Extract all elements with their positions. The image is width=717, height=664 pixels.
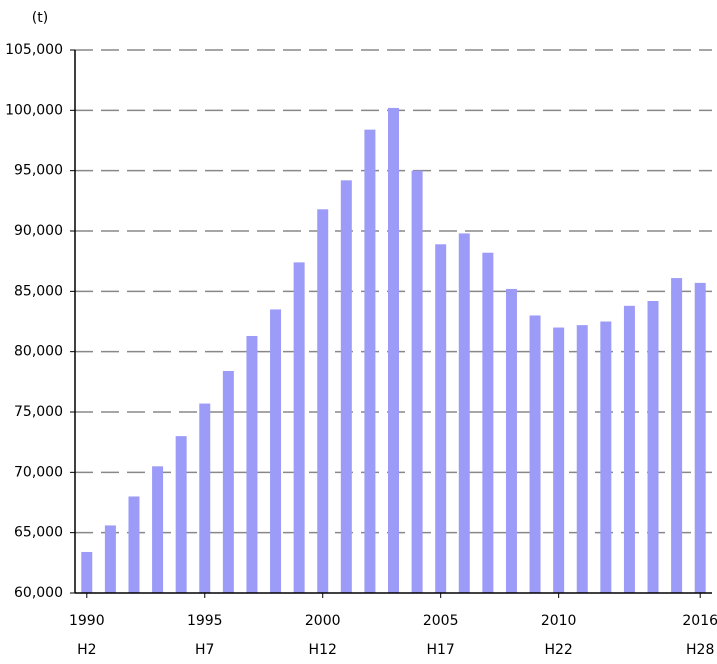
x-era-label: H28 bbox=[686, 642, 714, 658]
y-tick-label: 80,000 bbox=[14, 344, 63, 360]
bar bbox=[505, 288, 517, 593]
bar bbox=[128, 496, 140, 593]
bar bbox=[199, 403, 211, 593]
x-tick-label: 2005 bbox=[423, 613, 459, 629]
bar bbox=[435, 244, 447, 594]
bar bbox=[364, 129, 376, 593]
x-tick-label: 2010 bbox=[541, 613, 577, 629]
bar bbox=[576, 325, 588, 593]
x-era-label: H2 bbox=[77, 642, 96, 658]
bar bbox=[623, 305, 635, 593]
x-era-label: H22 bbox=[544, 642, 572, 658]
bar bbox=[81, 551, 93, 593]
bar bbox=[671, 278, 683, 593]
x-era-label: H12 bbox=[309, 642, 337, 658]
y-tick-label: 105,000 bbox=[5, 42, 63, 58]
x-tick-label: 2000 bbox=[305, 613, 341, 629]
bar bbox=[104, 525, 116, 593]
bar bbox=[482, 252, 494, 593]
bar bbox=[246, 335, 258, 593]
bar bbox=[600, 321, 612, 593]
bar bbox=[388, 107, 399, 594]
bar bbox=[694, 282, 706, 593]
x-era-label: H17 bbox=[427, 642, 455, 658]
bar bbox=[458, 233, 470, 593]
bar bbox=[270, 309, 282, 593]
bar bbox=[647, 300, 659, 593]
y-tick-label: 85,000 bbox=[14, 283, 63, 299]
x-tick-label: 1995 bbox=[187, 613, 223, 629]
bar bbox=[529, 315, 541, 593]
y-tick-label: 65,000 bbox=[14, 525, 63, 541]
unit-label: (t) bbox=[32, 10, 48, 26]
bar bbox=[317, 209, 329, 593]
y-tick-label: 100,000 bbox=[5, 102, 63, 118]
bar bbox=[411, 170, 423, 593]
y-tick-label: 95,000 bbox=[14, 163, 63, 179]
bar bbox=[553, 327, 565, 593]
y-tick-label: 60,000 bbox=[14, 585, 63, 601]
bar bbox=[152, 466, 164, 593]
bar bbox=[222, 370, 234, 593]
bar bbox=[340, 180, 352, 593]
bar bbox=[175, 436, 187, 593]
y-tick-label: 75,000 bbox=[14, 404, 63, 420]
x-tick-label: 2016 bbox=[682, 613, 717, 629]
x-era-label: H7 bbox=[195, 642, 214, 658]
y-tick-label: 90,000 bbox=[14, 223, 63, 239]
bar bbox=[293, 262, 305, 593]
x-tick-label: 1990 bbox=[69, 613, 105, 629]
y-tick-label: 70,000 bbox=[14, 464, 63, 480]
